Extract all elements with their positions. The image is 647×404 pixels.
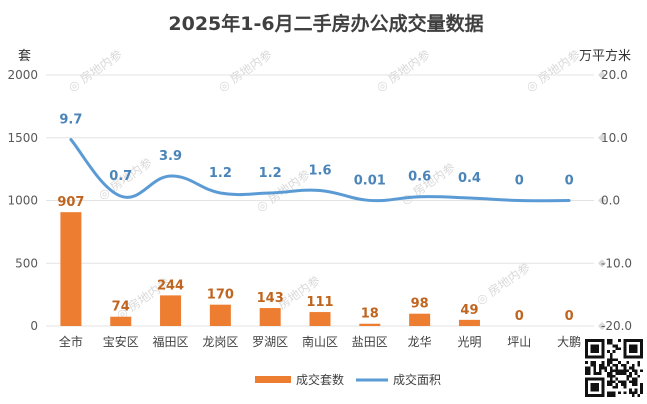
right-tick-marker [598, 196, 606, 205]
line-value-label: 0 [515, 174, 524, 189]
bar-value-label: 0 [515, 309, 524, 324]
bar [160, 295, 182, 326]
gridlines [46, 74, 594, 327]
bar-value-label: 49 [460, 303, 478, 318]
category-label: 罗湖区 [252, 334, 288, 349]
bar-value-label: 0 [565, 309, 574, 324]
bar-value-label: 111 [306, 295, 333, 310]
category-label: 南山区 [302, 334, 338, 349]
bar [209, 304, 231, 326]
chart-title: 2025年1-6月二手房办公成交量数据 [168, 12, 483, 35]
line-value-label: 1.6 [308, 163, 331, 178]
line-series: 9.7 0.7 3.9 1.2 1.2 1.6 0.01 0.6 0.4 0 0 [59, 113, 574, 203]
right-axis-ticks: -20.0 -10.0 0.0 10.0 20.0 [598, 68, 632, 333]
watermarks: ◎ 房地内参 ◎ 房地内参 ◎ 房地内参 ◎ 房地内参◎ 房地内参 ◎ 房地内参 ◎ 房地… [65, 46, 583, 322]
bar-value-label: 907 [57, 195, 84, 210]
category-label: 全市 [59, 334, 83, 349]
bar-value-label: 143 [257, 291, 284, 306]
bar [458, 319, 480, 326]
right-tick-marker [598, 133, 606, 142]
line-value-label: 0 [565, 174, 574, 189]
left-axis-ticks: 0 500 1000 1500 2000 [7, 68, 38, 333]
category-label: 龙岗区 [202, 335, 238, 349]
left-tick-label: 1000 [7, 194, 38, 208]
right-tick-marker [598, 71, 606, 79]
right-tick-label: 0.0 [601, 194, 620, 208]
watermark: ◎ 房地内参 [523, 46, 583, 94]
right-tick-label: -20.0 [601, 319, 632, 333]
category-label: 大鹏 [557, 335, 581, 349]
area-line [69, 138, 571, 203]
bar [60, 212, 82, 326]
left-tick-label: 500 [15, 256, 38, 270]
bar [359, 323, 381, 326]
bar-value-label: 18 [361, 307, 379, 322]
legend-bar-label: 成交套数 [296, 372, 344, 387]
line-value-label: 0.4 [458, 171, 481, 186]
bar-value-label: 98 [411, 297, 429, 312]
category-label: 光明 [457, 335, 481, 349]
category-label: 宝安区 [103, 334, 139, 349]
left-tick-label: 1500 [7, 131, 38, 145]
line-value-label: 3.9 [159, 149, 182, 164]
bar-value-label: 170 [207, 288, 234, 303]
legend-bar-swatch [255, 376, 291, 383]
right-tick-label: 10.0 [601, 131, 628, 145]
watermark: ◎ 房地内参 [215, 46, 275, 94]
line-value-label: 1.2 [209, 166, 232, 181]
legend: 成交套数 成交面积 [255, 372, 441, 387]
watermark: ◎ 房地内参 [65, 46, 125, 94]
right-tick-label: 20.0 [601, 68, 628, 82]
watermark: ◎ 房地内参 [373, 46, 433, 94]
right-tick-marker [598, 322, 606, 330]
category-label: 盐田区 [352, 335, 388, 349]
right-tick-label: -10.0 [601, 256, 632, 270]
right-tick-marker [598, 259, 606, 268]
category-label: 坪山 [507, 335, 531, 349]
category-labels: 全市 宝安区 福田区 龙岗区 罗湖区 南山区 盐田区 龙华 光明 坪山 大鹏 [59, 334, 581, 349]
left-tick-label: 0 [30, 319, 38, 333]
line-value-label: 0.6 [408, 170, 431, 185]
bar-series: 907 74 244 170 143 111 18 98 49 0 0 [57, 195, 574, 326]
bar [309, 312, 331, 326]
category-label: 龙华 [408, 335, 432, 349]
bar-value-label: 244 [157, 278, 184, 293]
line-value-label: 0.01 [354, 173, 386, 188]
line-value-label: 9.7 [59, 113, 82, 128]
bar-value-label: 74 [112, 300, 130, 315]
left-tick-label: 2000 [7, 68, 38, 82]
qr-code [585, 339, 643, 397]
line-value-label: 1.2 [259, 166, 282, 181]
bar [259, 308, 281, 326]
legend-line-label: 成交面积 [393, 372, 441, 387]
watermark: ◎ 房地内参 [473, 259, 533, 307]
right-axis-unit: 万平方米 [579, 48, 631, 64]
line-value-label: 0.7 [109, 169, 132, 184]
category-label: 福田区 [153, 334, 189, 349]
left-axis-unit: 套 [18, 48, 31, 64]
bar [110, 316, 132, 326]
bar [409, 313, 431, 326]
